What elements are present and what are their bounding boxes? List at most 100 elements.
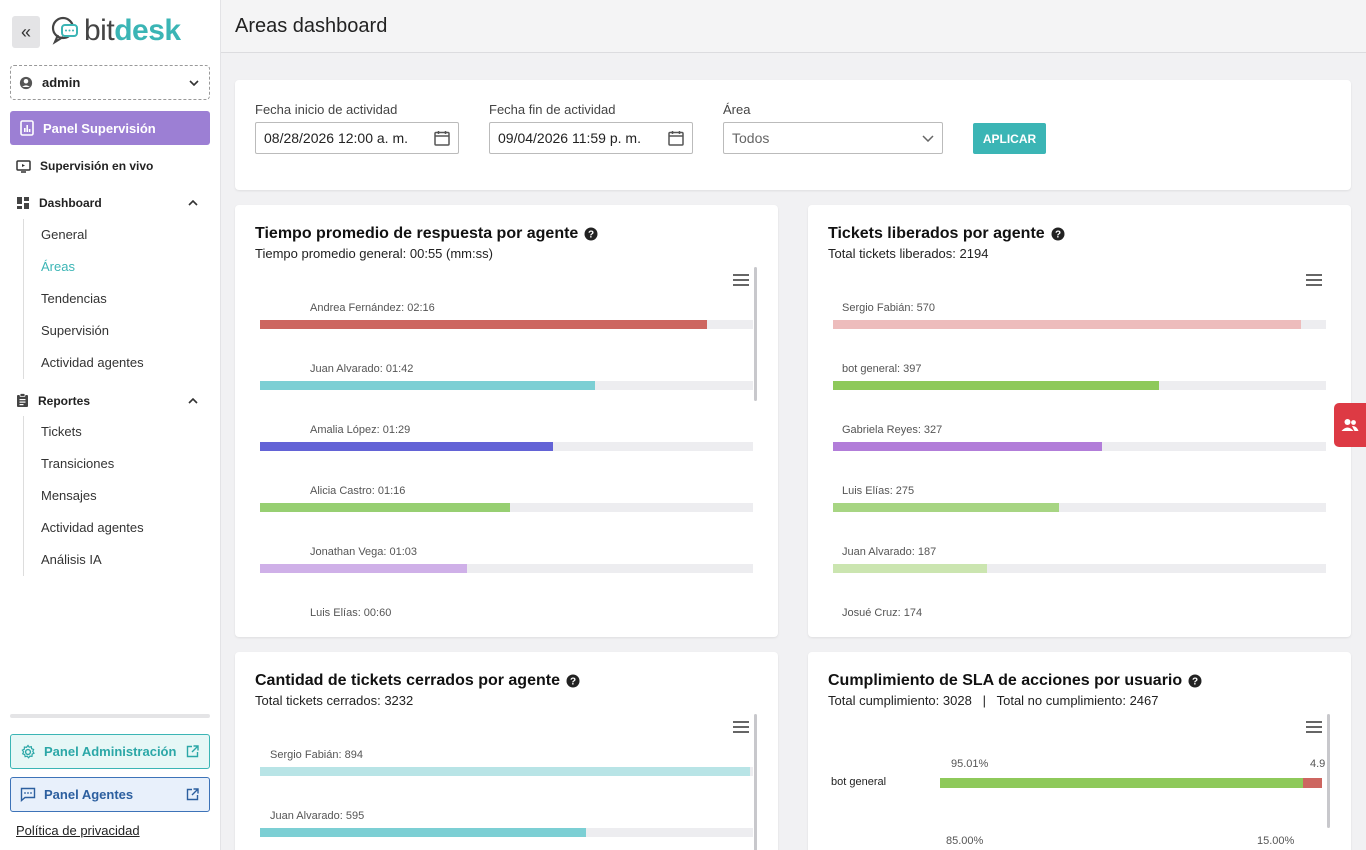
panel-agentes-label: Panel Agentes — [44, 787, 134, 802]
start-date-input[interactable]: 08/28/2026 12:00 a. m. — [255, 122, 459, 154]
bar[interactable] — [260, 767, 750, 776]
sla-red-label: 4.9 — [1310, 758, 1326, 770]
logo-text: bitdesk — [84, 14, 181, 47]
start-date-label: Fecha inicio de actividad — [255, 102, 398, 117]
sidebar-item-transiciones[interactable]: Transiciones — [41, 456, 115, 471]
bar-track — [833, 320, 1326, 329]
bar-label: Alicia Castro: 01:16 — [310, 485, 406, 497]
filter-card: Fecha inicio de actividad 08/28/2026 12:… — [235, 80, 1351, 190]
chart-card-sla: Cumplimiento de SLA de acciones por usua… — [808, 652, 1351, 850]
bar[interactable] — [260, 503, 510, 512]
help-icon[interactable]: ? — [1188, 674, 1202, 688]
chart-card-tickets-cerrados: Cantidad de tickets cerrados por agente … — [235, 652, 778, 850]
nav-reportes[interactable]: Reportes — [16, 393, 198, 408]
nav-supervision-en-vivo[interactable]: Supervisión en vivo — [16, 159, 153, 173]
chart-title: Cumplimiento de SLA de acciones por usua… — [828, 672, 1202, 690]
bar[interactable] — [833, 503, 1059, 512]
sidebar-scrollbar[interactable] — [10, 714, 210, 718]
svg-text:?: ? — [1192, 677, 1198, 688]
bar-label: Sergio Fabián: 570 — [842, 302, 935, 314]
chart-menu-icon[interactable] — [733, 721, 749, 733]
bar-label: Andrea Fernández: 02:16 — [310, 302, 435, 314]
bar-track — [833, 503, 1326, 512]
bar[interactable] — [833, 320, 1302, 329]
sidebar-item-tickets[interactable]: Tickets — [41, 424, 82, 439]
bar[interactable] — [833, 564, 987, 573]
gear-icon — [21, 744, 35, 759]
sidebar-item-actividad-agentes-reporte[interactable]: Actividad agentes — [41, 520, 144, 535]
svg-text:?: ? — [588, 230, 594, 241]
end-date-label: Fecha fin de actividad — [489, 102, 616, 117]
sidebar-item-supervision[interactable]: Supervisión — [41, 323, 109, 338]
chart-title: Tickets liberados por agente ? — [828, 225, 1065, 243]
bar-track — [833, 442, 1326, 451]
chart-doc-icon — [20, 120, 34, 136]
apply-button[interactable]: APLICAR — [973, 123, 1046, 154]
panel-supervision-button[interactable]: Panel Supervisión — [10, 111, 210, 145]
dashboard-grid-icon — [17, 197, 29, 209]
logo: bitdesk — [50, 14, 181, 48]
sidebar-item-tendencias[interactable]: Tendencias — [41, 291, 107, 306]
bar[interactable] — [833, 381, 1160, 390]
bar-label: Amalia López: 01:29 — [310, 424, 411, 436]
bar-track — [260, 503, 753, 512]
chart-scrollbar[interactable] — [754, 267, 757, 401]
sidebar-item-mensajes[interactable]: Mensajes — [41, 488, 97, 503]
sidebar-item-analisis-ia[interactable]: Análisis IA — [41, 552, 102, 567]
nav-label: Reportes — [38, 393, 91, 408]
bar-label: Juan Alvarado: 187 — [842, 546, 937, 558]
chart-menu-icon[interactable] — [733, 274, 749, 286]
nav-label: Dashboard — [39, 196, 102, 210]
sla-bar-segment[interactable] — [1302, 778, 1322, 788]
bar-label: Luis Elías: 275 — [842, 485, 915, 497]
help-icon[interactable]: ? — [566, 674, 580, 688]
collapse-sidebar-button[interactable]: « — [12, 16, 40, 48]
chart-scrollbar[interactable] — [1327, 714, 1330, 828]
sidebar-item-areas[interactable]: Áreas — [41, 259, 75, 274]
bar[interactable] — [833, 442, 1102, 451]
sidebar-item-actividad-agentes[interactable]: Actividad agentes — [41, 355, 144, 370]
calendar-icon[interactable] — [434, 130, 450, 146]
chart-menu-icon[interactable] — [1306, 721, 1322, 733]
sidebar-item-general[interactable]: General — [41, 227, 88, 242]
nav-dashboard[interactable]: Dashboard — [16, 196, 198, 210]
chevron-down-icon — [922, 134, 934, 142]
chart-scrollbar[interactable] — [754, 714, 757, 850]
chat-bubble-logo-icon — [51, 16, 78, 45]
bar[interactable] — [260, 320, 707, 329]
sla-stacked-bar — [940, 778, 1322, 788]
sla-bar-segment[interactable] — [940, 778, 1303, 788]
chevron-up-icon — [188, 200, 198, 206]
privacy-policy-link[interactable]: Política de privacidad — [16, 823, 140, 838]
bar[interactable] — [260, 828, 586, 837]
end-date-value: 09/04/2026 11:59 p. m. — [498, 130, 641, 146]
bar[interactable] — [260, 381, 596, 390]
bar-track — [260, 320, 753, 329]
bar-label: bot general: 397 — [842, 363, 922, 375]
page-title: Areas dashboard — [235, 15, 388, 37]
panel-administracion-button[interactable]: Panel Administración — [10, 734, 210, 769]
bar[interactable] — [260, 564, 468, 573]
user-select[interactable]: admin — [10, 65, 210, 100]
area-label: Área — [723, 102, 751, 117]
chart-menu-icon[interactable] — [1306, 274, 1322, 286]
chevron-down-icon — [189, 79, 199, 86]
bar[interactable] — [260, 442, 553, 451]
clipboard-icon — [17, 393, 28, 407]
chart-subtitle: Total tickets cerrados: 3232 — [255, 693, 414, 708]
help-icon[interactable]: ? — [1051, 227, 1065, 241]
end-date-input[interactable]: 09/04/2026 11:59 p. m. — [489, 122, 693, 154]
chart-subtitle: Total tickets liberados: 2194 — [828, 246, 989, 261]
calendar-icon[interactable] — [668, 130, 684, 146]
agents-float-button[interactable] — [1334, 403, 1366, 447]
sla-next-red-label: 15.00% — [1257, 835, 1295, 847]
svg-text:?: ? — [570, 677, 576, 688]
help-icon[interactable]: ? — [584, 227, 598, 241]
header: Areas dashboard — [221, 0, 1366, 53]
panel-agentes-button[interactable]: Panel Agentes — [10, 777, 210, 812]
area-select[interactable]: Todos — [723, 122, 943, 154]
bar-track — [260, 767, 753, 776]
bar-track — [833, 564, 1326, 573]
double-chevron-left-icon: « — [20, 21, 31, 42]
users-icon — [1341, 419, 1359, 431]
